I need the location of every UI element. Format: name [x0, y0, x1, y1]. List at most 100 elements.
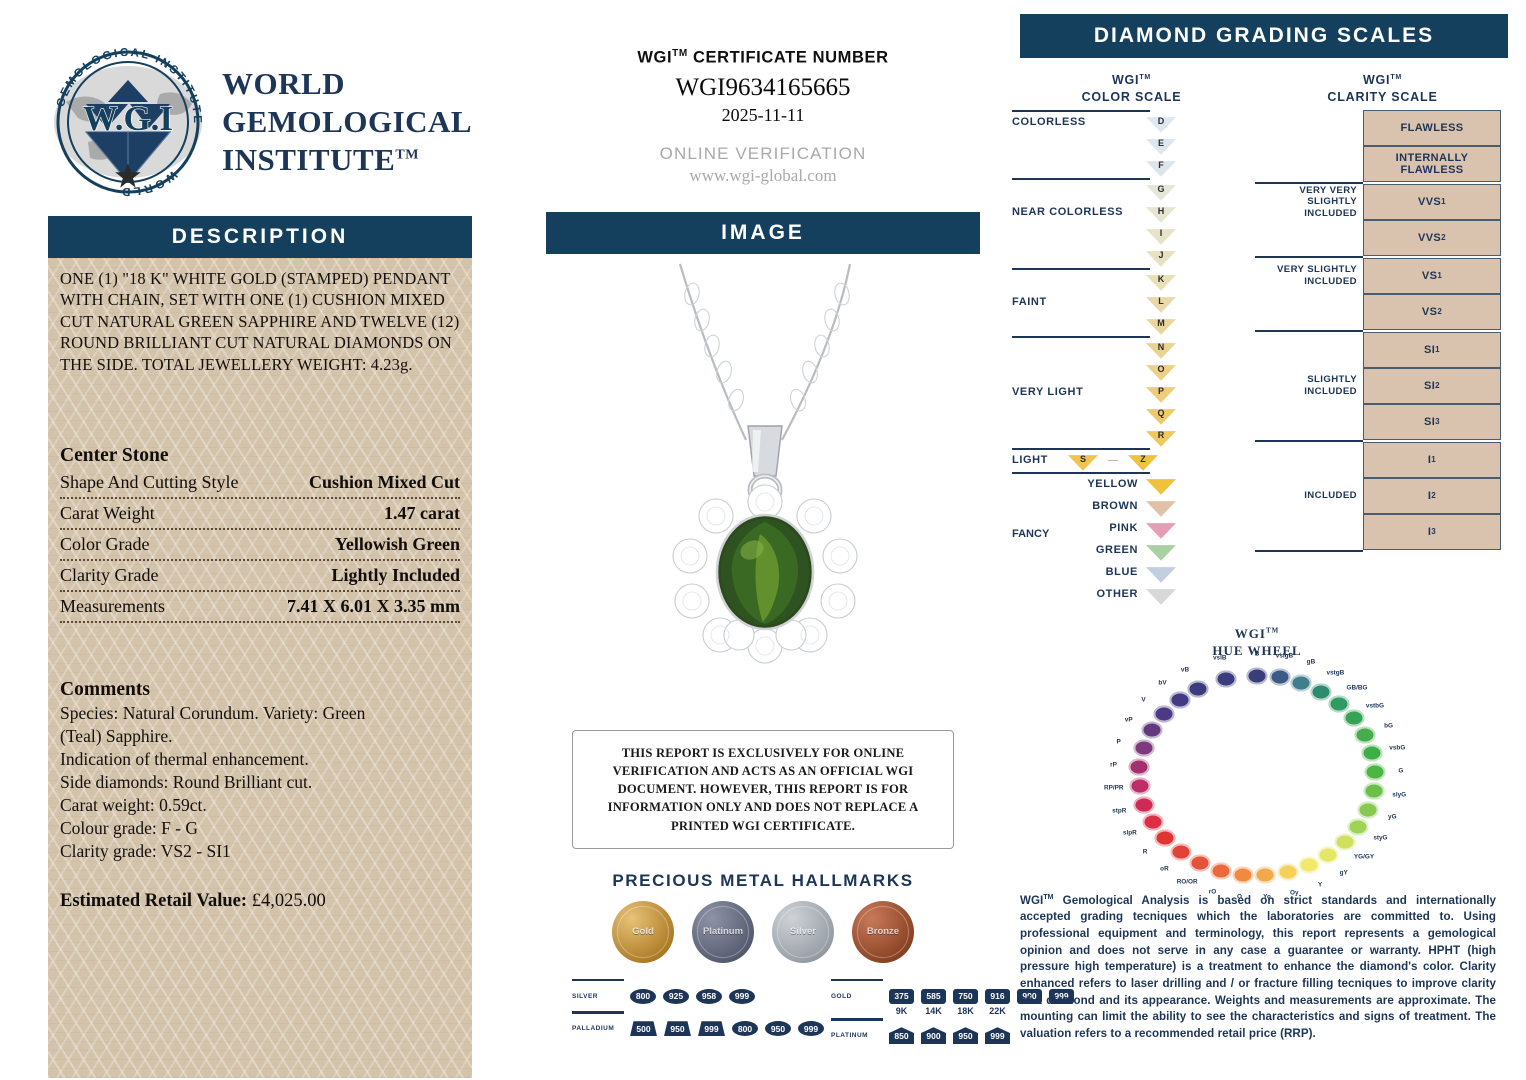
hue-swatch: [1317, 846, 1339, 864]
scales-body: COLORLESS D E F G NEAR COLORLESS H I: [1006, 109, 1508, 606]
hue-swatch-label: G: [1398, 767, 1404, 775]
verification-url[interactable]: www.wgi-global.com: [689, 165, 837, 185]
hallmark-col-right: GOLD 375 585 750 916 990 999 9K 14K 18K …: [831, 977, 1081, 1049]
right-column: DIAMOND GRADING SCALES WGITM COLOR SCALE…: [1006, 0, 1526, 1080]
legal-text: Gemological Analysis is based on strict …: [1020, 893, 1496, 1041]
hue-swatch-label: vstbG: [1365, 702, 1385, 710]
clarity-row-si1: SI 1: [1255, 331, 1501, 368]
gem-icon-e: E: [1146, 135, 1176, 155]
hallmark-chip: 999: [729, 988, 755, 1004]
hue-swatch: [1153, 705, 1175, 723]
comment-line: Carat weight: 0.59ct.: [60, 794, 207, 815]
hue-swatch-label: vsbG: [1389, 744, 1406, 752]
hue-swatch: [1310, 683, 1332, 701]
hue-swatch: [1347, 818, 1369, 836]
hue-swatch: [1290, 674, 1312, 692]
color-group-very-light: N O VERY LIGHT P Q R: [1006, 338, 1251, 448]
karat-label: 18K: [957, 1006, 974, 1017]
hue-swatch-label: RP/PR: [1104, 784, 1124, 792]
hue-swatch-label: slpR: [1122, 829, 1137, 837]
gem-icon-l: L: [1146, 293, 1176, 313]
gem-icon-m: M: [1146, 315, 1176, 335]
row-key: Clarity Grade: [60, 565, 159, 586]
hue-swatch: [1343, 709, 1365, 727]
hue-swatch-label: vB: [1180, 666, 1190, 674]
clarity-cell: INTERNALLY FLAWLESS: [1363, 145, 1501, 182]
hue-swatch-label: vP: [1124, 716, 1133, 724]
clarity-row-vvs2: VVS 2: [1255, 219, 1501, 256]
clarity-row-si2: SLIGHTLY INCLUDED SI 2: [1255, 367, 1501, 404]
gem-icon-blue: [1146, 563, 1176, 583]
karat-label: 9K: [895, 1006, 908, 1017]
hallmark-chip: 999: [798, 1021, 824, 1037]
brand-header: GEMOLOGICAL INSTITUTE WORLD: [48, 42, 520, 202]
fancy-group-label: FANCY: [1012, 527, 1050, 540]
clarity-row-vs2: VS 2: [1255, 293, 1501, 330]
hue-swatch: [1129, 777, 1151, 795]
hue-swatch-label: B: [1254, 650, 1260, 658]
gem-photo: [520, 254, 1006, 724]
fancy-label: PINK: [1109, 522, 1138, 535]
coin-silver: Silver: [772, 900, 834, 963]
fancy-label: YELLOW: [1087, 478, 1138, 491]
certificate-number: WGI9634165665: [675, 73, 851, 101]
hue-swatch-label: bG: [1384, 722, 1393, 730]
row-key: Carat Weight: [60, 503, 155, 524]
gem-icon-o: O: [1146, 361, 1176, 381]
hue-swatch-label: V: [1141, 696, 1146, 704]
hue-swatch-label: oR: [1160, 865, 1169, 873]
color-group-label: COLORLESS: [1012, 116, 1086, 129]
hue-swatch-label: RO/OR: [1176, 878, 1198, 886]
comment-line: Indication of thermal enhancement.: [60, 749, 309, 770]
hallmark-row-palladium: PALLADIUM 500 950 999 800 950 999: [572, 1016, 831, 1042]
center-column: WGITM CERTIFICATE NUMBER WGI9634165665 2…: [520, 0, 1074, 1080]
gem-icon-d: D: [1146, 113, 1176, 133]
clarity-cell: SI 3: [1363, 403, 1501, 440]
hue-swatch-label: bV: [1158, 679, 1167, 687]
clarity-group-label: INCLUDED: [1304, 490, 1357, 501]
clarity-cell: VVS 2: [1363, 219, 1501, 256]
clarity-row-flawless: FLAWLESS: [1255, 109, 1501, 146]
brand-line-2: GEMOLOGICAL: [222, 104, 473, 140]
hallmark-chip: 500: [630, 1021, 657, 1037]
certificate-header: WGITM CERTIFICATE NUMBER WGI9634165665 2…: [520, 48, 1006, 186]
hue-swatch: [1210, 862, 1232, 880]
row-key: Color Grade: [60, 534, 150, 555]
color-group-label: NEAR COLORLESS: [1012, 206, 1124, 219]
hue-swatch: [1277, 863, 1299, 881]
gem-icon-i: I: [1146, 225, 1176, 245]
row-value: 7.41 X 6.01 X 3.35 mm: [287, 596, 460, 617]
hue-swatch: [1187, 680, 1209, 698]
hue-swatch: [1364, 763, 1386, 781]
hallmark-category: PLATINUM: [831, 1032, 869, 1040]
hue-swatch-label: vstgB: [1326, 669, 1345, 677]
hallmark-row-platinum: PLATINUM 850 900 950 999: [831, 1023, 1081, 1049]
precious-metal-hallmarks-title: PRECIOUS METAL HALLMARKS: [612, 870, 914, 890]
fancy-label: GREEN: [1095, 544, 1138, 557]
hue-swatch: [1232, 866, 1254, 884]
coin-gold: Gold: [612, 900, 674, 963]
table-row: Shape And Cutting Style Cushion Mixed Cu…: [60, 468, 460, 500]
hallmark-chip: 800: [732, 1021, 758, 1037]
clarity-cell: VS 1: [1363, 257, 1501, 294]
legal-disclaimer: WGITM Gemological Analysis is based on s…: [1020, 893, 1496, 1041]
hue-swatch: [1133, 739, 1155, 757]
clarity-row-vs1: VERY SLIGHTLY INCLUDED VS 1: [1255, 257, 1501, 294]
clarity-cell: VVS 1: [1363, 183, 1501, 220]
hue-swatch-label: P: [1116, 738, 1121, 746]
row-key: Shape And Cutting Style: [60, 472, 239, 493]
comment-line: Clarity grade: VS2 - SI1: [60, 840, 231, 861]
legal-brand: WGI: [1020, 893, 1044, 907]
hallmark-row-gold: GOLD 375 585 750 916 990 999: [831, 983, 1081, 1009]
hallmark-table: SILVER 800 925 958 999 PALLADIUM 500 950…: [572, 977, 1074, 1049]
hue-swatch: [1142, 813, 1164, 831]
hallmark-category: SILVER: [572, 992, 598, 1000]
table-row: Carat Weight 1.47 carat: [60, 499, 460, 531]
gem-icon-g: G: [1146, 181, 1176, 201]
hue-swatch: [1363, 782, 1385, 800]
hue-swatch-label: gY: [1339, 869, 1348, 877]
hue-swatch-label: rO: [1208, 888, 1217, 896]
